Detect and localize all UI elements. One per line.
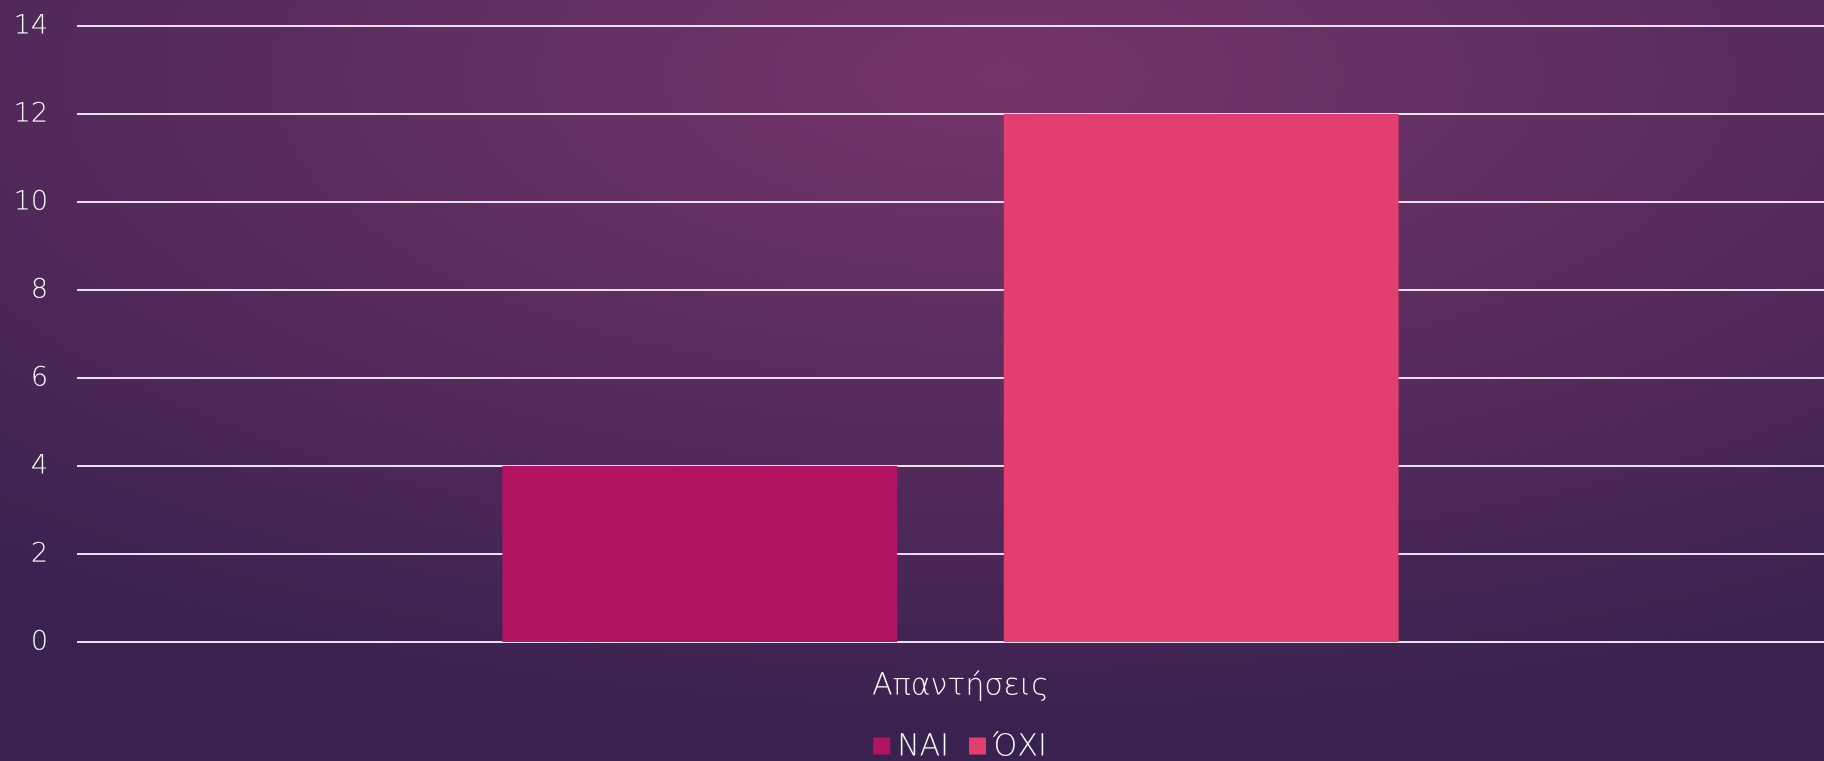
legend-swatch bbox=[873, 737, 891, 755]
legend-label: ΌΧΙ bbox=[992, 729, 1047, 761]
y-tick-label: 12 bbox=[14, 98, 48, 129]
y-tick-label: 6 bbox=[31, 362, 48, 393]
y-tick-label: 10 bbox=[14, 186, 48, 217]
bar bbox=[1003, 114, 1399, 642]
legend-swatch bbox=[969, 737, 987, 755]
y-tick-label: 4 bbox=[31, 450, 48, 481]
y-tick-label: 14 bbox=[14, 10, 48, 41]
y-tick-label: 2 bbox=[31, 538, 48, 569]
y-tick-label: 8 bbox=[31, 274, 48, 305]
legend-label: ΝΑΙ bbox=[897, 729, 949, 761]
y-tick-label: 0 bbox=[31, 626, 48, 657]
x-tick-label: Απαντήσεις bbox=[872, 668, 1049, 703]
bar bbox=[502, 466, 898, 642]
